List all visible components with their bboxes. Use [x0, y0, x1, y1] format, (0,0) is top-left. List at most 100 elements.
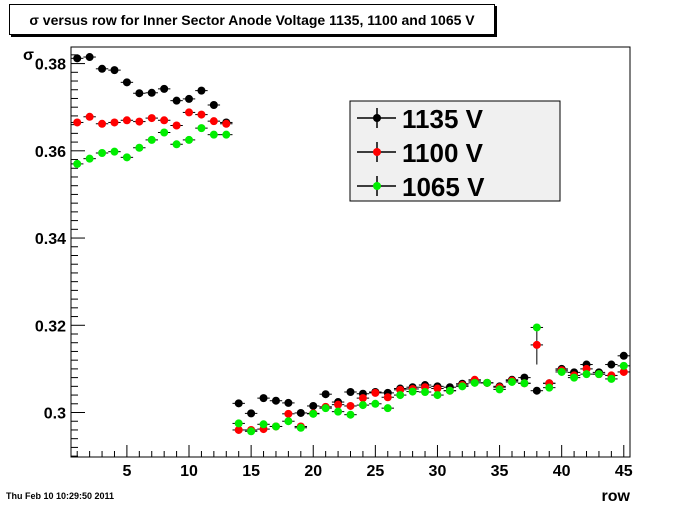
- data-point: [507, 377, 516, 386]
- data-point: [98, 119, 107, 128]
- data-point: [520, 379, 529, 388]
- data-point: [209, 101, 218, 110]
- data-point: [532, 340, 541, 349]
- x-tick-label: 40: [553, 463, 571, 480]
- data-point: [234, 399, 243, 408]
- y-tick-label: 0.32: [35, 318, 66, 335]
- data-point: [607, 360, 616, 369]
- data-point: [122, 78, 131, 87]
- data-point: [582, 370, 591, 379]
- x-tick-label: 5: [122, 463, 131, 480]
- y-tick-label: 0.3: [44, 406, 66, 423]
- x-tick-label: 35: [491, 463, 509, 480]
- data-point: [247, 427, 256, 436]
- data-point: [334, 407, 343, 416]
- data-point: [594, 370, 603, 379]
- y-tick-label: 0.34: [35, 231, 66, 248]
- data-point: [234, 419, 243, 428]
- data-point: [259, 394, 268, 403]
- x-tick-label: 25: [366, 463, 384, 480]
- legend-label: 1065 V: [402, 172, 485, 202]
- data-point: [532, 323, 541, 332]
- data-point: [73, 159, 82, 168]
- data-point: [259, 420, 268, 429]
- data-point: [110, 118, 119, 127]
- series-2: [71, 124, 630, 436]
- data-point: [334, 400, 343, 409]
- data-point: [532, 386, 541, 395]
- data-point: [271, 422, 280, 431]
- data-point: [234, 425, 243, 434]
- data-point: [383, 404, 392, 413]
- axis-tick-labels: 5 10 15 20 25 30 35 40 45 0.3 0.32 0.34 0.36 0.38: [35, 57, 633, 480]
- data-point: [371, 388, 380, 397]
- data-point: [197, 86, 206, 95]
- data-point: [358, 394, 367, 403]
- data-point: [520, 373, 529, 382]
- chart-title: σ versus row for Inner Sector Anode Volt…: [9, 4, 495, 35]
- data-point: [85, 112, 94, 121]
- x-tick-label: 10: [180, 463, 198, 480]
- data-point: [160, 128, 169, 137]
- data-point: [421, 388, 430, 397]
- timestamp: Thu Feb 10 10:29:50 2011: [6, 491, 115, 501]
- data-point: [383, 393, 392, 402]
- data-point: [98, 64, 107, 73]
- data-point: [135, 143, 144, 152]
- data-point: [247, 409, 256, 418]
- data-point: [545, 383, 554, 392]
- y-axis-label: σ: [23, 47, 34, 64]
- data-point: [445, 386, 454, 395]
- legend-marker: [373, 114, 381, 122]
- data-point: [85, 53, 94, 62]
- data-point: [607, 374, 616, 383]
- data-point: [172, 96, 181, 105]
- data-point: [110, 147, 119, 156]
- data-point: [122, 116, 131, 125]
- y-tick-label: 0.38: [35, 57, 66, 74]
- data-point: [284, 417, 293, 426]
- y-tick-label: 0.36: [35, 144, 66, 161]
- data-point: [222, 119, 231, 128]
- data-point: [321, 390, 330, 399]
- data-point: [408, 387, 417, 396]
- data-point: [458, 382, 467, 391]
- data-point: [495, 385, 504, 394]
- data-point: [197, 110, 206, 119]
- x-tick-label: 15: [242, 463, 260, 480]
- data-point: [135, 117, 144, 126]
- data-point: [271, 396, 280, 405]
- data-point: [470, 378, 479, 387]
- data-point: [135, 89, 144, 98]
- data-point: [197, 124, 206, 133]
- legend-label: 1135 V: [402, 104, 484, 134]
- data-marks: [71, 53, 630, 436]
- x-tick-label: 20: [304, 463, 322, 480]
- x-axis-label: row: [602, 488, 631, 505]
- data-point: [160, 84, 169, 93]
- data-point: [346, 401, 355, 410]
- data-point: [209, 117, 218, 126]
- data-point: [309, 409, 318, 418]
- data-point: [371, 399, 380, 408]
- data-point: [73, 54, 82, 63]
- data-point: [358, 401, 367, 410]
- data-point: [296, 408, 305, 417]
- x-tick-label: 45: [615, 463, 633, 480]
- data-point: [185, 135, 194, 144]
- data-point: [147, 135, 156, 144]
- data-point: [309, 401, 318, 410]
- data-point: [570, 373, 579, 382]
- data-point: [619, 361, 628, 370]
- data-point: [172, 140, 181, 149]
- x-tick-label: 30: [429, 463, 447, 480]
- data-point: [110, 66, 119, 75]
- data-point: [147, 114, 156, 123]
- data-point: [433, 384, 442, 393]
- data-point: [433, 391, 442, 400]
- data-point: [557, 367, 566, 376]
- data-point: [321, 404, 330, 413]
- data-point: [122, 153, 131, 162]
- data-point: [185, 108, 194, 117]
